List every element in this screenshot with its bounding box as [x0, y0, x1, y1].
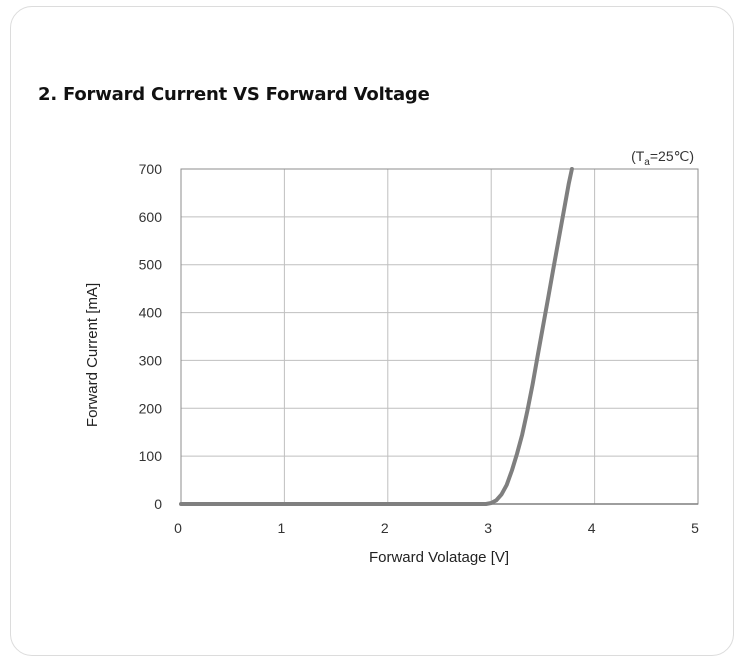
- y-tick-labels: 0 100 200 300 400 500 600 700: [139, 161, 163, 512]
- y-tick-label-4: 400: [139, 305, 163, 321]
- y-tick-label-3: 300: [139, 352, 163, 368]
- y-tick-label-5: 500: [139, 257, 163, 273]
- y-tick-label-2: 200: [139, 400, 163, 416]
- x-tick-label-5: 5: [691, 520, 699, 536]
- y-tick-label-7: 700: [139, 161, 163, 177]
- y-tick-label-0: 0: [154, 496, 162, 512]
- y-tick-label-1: 100: [139, 448, 163, 464]
- x-tick-label-0: 0: [174, 520, 182, 536]
- chart-title: 2. Forward Current VS Forward Voltage: [38, 84, 430, 105]
- x-axis-label: Forward Volatage [V]: [369, 549, 509, 566]
- series-line-0: [179, 167, 574, 506]
- y-axis-label: Forward Current [mA]: [84, 283, 101, 427]
- plot-frame: [180, 168, 699, 505]
- y-tick-label-6: 600: [139, 209, 163, 225]
- series-group: [179, 167, 574, 506]
- x-tick-label-4: 4: [588, 520, 596, 536]
- plot-area-border: [180, 168, 699, 505]
- test-condition: (Ta=25℃): [631, 148, 694, 168]
- x-tick-label-2: 2: [381, 520, 389, 536]
- condition-prefix: (T: [631, 148, 645, 164]
- chart-card: [10, 6, 734, 656]
- x-tick-label-1: 1: [278, 520, 286, 536]
- x-tick-labels: 0 1 2 3 4 5: [174, 520, 699, 536]
- x-tick-label-3: 3: [484, 520, 492, 536]
- condition-subscript: a: [644, 157, 650, 168]
- condition-suffix: =25℃): [650, 148, 694, 164]
- grid: [180, 168, 699, 505]
